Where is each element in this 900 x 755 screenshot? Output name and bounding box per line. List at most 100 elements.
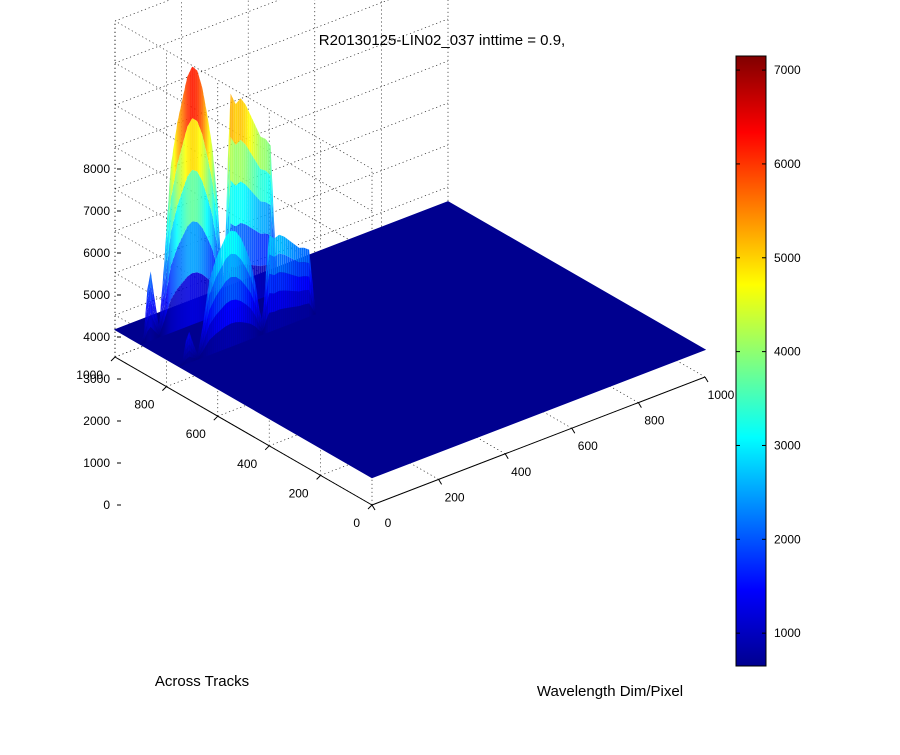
surface-facet <box>187 126 188 177</box>
surface-facet <box>209 340 210 356</box>
surface-facet <box>245 266 246 286</box>
surface-facet <box>259 233 260 266</box>
surface-facet <box>177 204 178 248</box>
surface-facet <box>171 299 172 333</box>
surface-facet <box>193 358 194 362</box>
grid-line <box>115 103 448 231</box>
surface-facet <box>156 333 157 339</box>
surface-facet <box>285 291 286 309</box>
surface-facet <box>216 296 217 316</box>
surface-facet <box>233 254 234 277</box>
surface-facet <box>195 69 196 120</box>
surface-facet <box>221 329 222 350</box>
surface-facet <box>249 111 250 151</box>
surface-facet <box>264 202 265 234</box>
surface-facet <box>239 100 240 142</box>
surface-facet <box>239 235 240 257</box>
surface-facet <box>277 292 278 311</box>
surface-facet <box>188 74 189 126</box>
surface-facet <box>271 312 272 331</box>
surface-facet <box>183 282 184 329</box>
surface-facet <box>233 277 234 300</box>
surface-facet <box>271 274 272 293</box>
surface-facet <box>307 304 308 318</box>
surface-facet <box>150 313 151 328</box>
surface-facet <box>254 123 255 160</box>
surface-facet <box>197 171 198 222</box>
surface-facet <box>301 248 302 262</box>
surface-facet <box>207 115 208 159</box>
surface-facet <box>231 254 232 278</box>
surface-facet <box>253 284 254 299</box>
surface-facet <box>291 307 292 324</box>
surface-facet <box>213 189 214 225</box>
surface-facet <box>293 275 294 291</box>
surface-facet <box>253 298 254 313</box>
surface-facet <box>157 333 158 338</box>
surface-facet <box>231 231 232 255</box>
surface-facet <box>181 283 182 329</box>
surface-facet <box>303 290 304 304</box>
surface-facet <box>209 278 210 295</box>
surface-facet <box>227 302 228 325</box>
surface-facet <box>239 258 240 280</box>
surface-facet <box>170 267 171 302</box>
surface-facet <box>246 145 247 186</box>
surface-facet <box>270 274 271 293</box>
surface-facet <box>243 322 244 342</box>
surface-facet <box>270 205 271 235</box>
surface-facet <box>179 198 180 243</box>
surface-facet <box>225 259 226 283</box>
surface-facet <box>211 211 212 248</box>
surface-facet <box>207 331 208 345</box>
surface-facet <box>252 282 253 298</box>
surface-facet <box>299 292 300 307</box>
surface-facet <box>304 304 305 318</box>
surface-facet <box>233 300 234 323</box>
surface-facet <box>213 184 214 221</box>
surface-facet <box>297 291 298 306</box>
surface-facet <box>229 233 230 257</box>
chart-title: R20130125-LIN02_037 inttime = 0.9, <box>319 32 565 49</box>
surface-facet <box>313 309 314 316</box>
surface-facet <box>179 110 180 156</box>
surface-facet <box>251 294 252 310</box>
surface-facet <box>249 307 250 324</box>
surface-facet <box>244 284 245 304</box>
surface-facet <box>245 184 246 224</box>
surface-facet <box>201 178 202 227</box>
surface-facet <box>263 202 264 234</box>
surface-facet <box>171 228 172 265</box>
surface-facet <box>297 246 298 262</box>
surface-facet <box>211 274 212 292</box>
surface-facet <box>254 194 255 230</box>
surface-facet <box>215 259 216 279</box>
surface-facet <box>278 273 279 292</box>
x-tick-label: 0 <box>385 516 392 530</box>
surface-facet <box>261 137 262 170</box>
surface-facet <box>274 293 275 312</box>
surface-facet <box>261 201 262 233</box>
surface-facet <box>231 137 232 181</box>
surface-facet <box>250 260 251 277</box>
surface-facet <box>185 132 186 183</box>
surface-facet <box>245 144 246 185</box>
surface-facet <box>304 276 305 290</box>
surface-facet <box>289 308 290 325</box>
surface-facet <box>266 319 267 333</box>
surface-facet <box>255 303 256 316</box>
y-tick-mark <box>317 475 321 479</box>
surface-facet <box>238 300 239 322</box>
surface-facet <box>179 286 180 330</box>
surface-facet <box>188 357 189 363</box>
surface-facet <box>152 328 153 340</box>
surface-facet <box>173 294 174 332</box>
surface-facet <box>241 322 242 343</box>
surface-facet <box>269 173 270 204</box>
surface-facet <box>274 257 275 275</box>
surface-facet <box>282 291 283 309</box>
surface-facet <box>271 293 272 312</box>
surface-facet <box>217 275 218 295</box>
surface-facet <box>279 291 280 310</box>
surface-facet <box>255 314 256 326</box>
